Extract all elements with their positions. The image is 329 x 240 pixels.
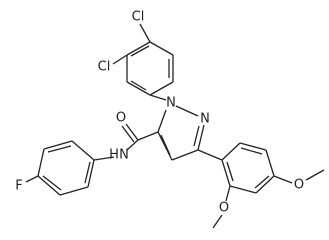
bond	[84, 161, 91, 184]
bond	[126, 41, 151, 56]
bond	[265, 149, 275, 177]
bond	[126, 81, 151, 96]
bond	[139, 23, 151, 43]
bond	[149, 41, 174, 56]
bond	[59, 186, 89, 196]
bond	[255, 175, 275, 194]
bonds	[25, 23, 325, 229]
atom-label: N	[119, 148, 129, 163]
bond	[149, 94, 167, 101]
bond	[193, 125, 200, 147]
bond	[221, 142, 241, 161]
bond	[157, 131, 173, 161]
bond	[112, 54, 128, 65]
bond	[149, 81, 174, 96]
atom-label: H	[109, 148, 119, 163]
bond	[175, 105, 199, 117]
bond	[71, 140, 95, 161]
bond	[43, 140, 73, 150]
bond	[157, 109, 167, 133]
bond	[171, 149, 199, 161]
bond	[47, 145, 72, 153]
bond	[226, 161, 234, 182]
bond	[130, 80, 147, 91]
atom-label: Cl	[98, 60, 111, 75]
bond	[93, 156, 115, 161]
bond	[160, 134, 171, 156]
atom-label: O	[219, 201, 229, 216]
bond	[25, 175, 39, 183]
bond	[130, 45, 150, 57]
atom-label: Cl	[132, 10, 145, 25]
bond	[254, 175, 270, 189]
molecule-diagram: Cl Cl N N O H N F O O	[15, 10, 325, 229]
bond	[229, 185, 257, 194]
bond	[37, 148, 45, 177]
bond	[305, 169, 325, 181]
bond	[137, 131, 159, 141]
bond	[273, 175, 293, 184]
bond	[87, 159, 95, 188]
atom-label: N	[200, 112, 210, 127]
bond	[42, 175, 62, 191]
bond	[240, 147, 263, 155]
bond	[126, 139, 139, 151]
bond	[212, 214, 223, 229]
bond	[121, 125, 135, 143]
atom-label: N	[166, 96, 176, 111]
atom-label: F	[15, 179, 22, 194]
bond	[37, 175, 61, 196]
bond	[239, 142, 267, 151]
bond	[221, 159, 231, 187]
atom-label: O	[116, 111, 126, 126]
bond	[225, 185, 231, 202]
atom-label: O	[294, 178, 304, 193]
bond	[125, 123, 139, 141]
bond	[197, 124, 205, 151]
bond	[197, 149, 223, 161]
atom-labels: Cl Cl N N O H N F O O	[15, 10, 304, 216]
